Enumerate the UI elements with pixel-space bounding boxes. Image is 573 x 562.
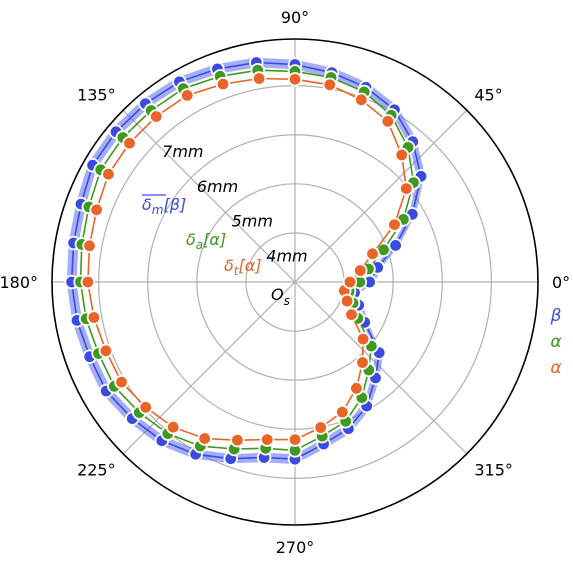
- series-2-point: [335, 404, 350, 420]
- series-2-point: [122, 135, 137, 151]
- series-2-point: [355, 355, 370, 370]
- series-2-point: [98, 343, 114, 359]
- series-2-point: [165, 420, 181, 435]
- series-2-point: [101, 166, 116, 182]
- angle-tick-label-225: 225°: [77, 460, 116, 479]
- angle-tick-label-45: 45°: [474, 86, 502, 105]
- series-2-point: [354, 92, 369, 108]
- radial-tick-label: 7mm: [162, 142, 203, 161]
- chart-labels: 4mm 5mm 6mm 7mm 0° 45° 90° 135° 180° 225° 270° 315°…: [0, 8, 570, 557]
- origin-label: Os: [271, 285, 290, 308]
- series-2-point: [322, 77, 338, 93]
- radial-tick-label: 6mm: [197, 177, 238, 196]
- series-0-point: [388, 238, 403, 253]
- legend-entry-1: α: [550, 332, 561, 352]
- series-2-point: [394, 147, 409, 163]
- series-2-point: [215, 76, 231, 92]
- series-2-point: [148, 109, 164, 124]
- series-2-point: [399, 181, 414, 196]
- series-2-point: [342, 274, 358, 290]
- angle-tick-label-315: 315°: [474, 460, 513, 479]
- angle-tick-label-135: 135°: [77, 86, 116, 105]
- radial-tick-label: 5mm: [232, 212, 273, 231]
- series-2-point: [114, 374, 129, 390]
- series-2-point: [230, 433, 245, 448]
- series-2-point: [380, 114, 396, 129]
- series-2-point: [313, 420, 328, 435]
- series-label-beta: δm[β]: [142, 195, 186, 217]
- series-2-point: [80, 274, 96, 290]
- angle-tick-label-180: 180°: [0, 273, 38, 292]
- series-2-point: [179, 88, 195, 103]
- series-2-point: [86, 310, 102, 325]
- angle-gridline-45: [294, 109, 468, 283]
- angle-tick-label-90: 90°: [281, 8, 309, 27]
- series-lines: [64, 55, 429, 467]
- polar-frame: [51, 38, 539, 526]
- series-2-point: [197, 431, 212, 446]
- angle-gridline-225: [122, 281, 296, 455]
- legend-entry-0: β: [550, 306, 562, 326]
- series-2-point: [287, 432, 303, 447]
- series-label-alpha_t: δt[α]: [224, 256, 262, 278]
- series-2-point: [387, 217, 402, 232]
- series-2-point: [89, 202, 104, 218]
- angle-tick-label-270: 270°: [276, 538, 315, 557]
- angle-tick-label-0: 0°: [552, 273, 570, 292]
- series-2-point: [365, 246, 380, 262]
- series-2-point: [344, 307, 359, 322]
- series-2-point: [355, 331, 371, 347]
- series-label-alpha_a: δa[α]: [186, 230, 226, 252]
- legend-entry-2: α: [550, 358, 561, 378]
- radial-tick-label: 4mm: [266, 246, 307, 265]
- series-2-point: [353, 263, 368, 278]
- series-2-point: [82, 238, 97, 254]
- series-2-point: [349, 381, 364, 396]
- angle-gridline-135: [122, 109, 296, 283]
- series-2-point: [287, 72, 303, 87]
- series-2-point: [251, 71, 267, 86]
- series-2-point: [339, 293, 355, 309]
- series-2-point: [260, 432, 275, 447]
- series-2-point: [138, 400, 153, 415]
